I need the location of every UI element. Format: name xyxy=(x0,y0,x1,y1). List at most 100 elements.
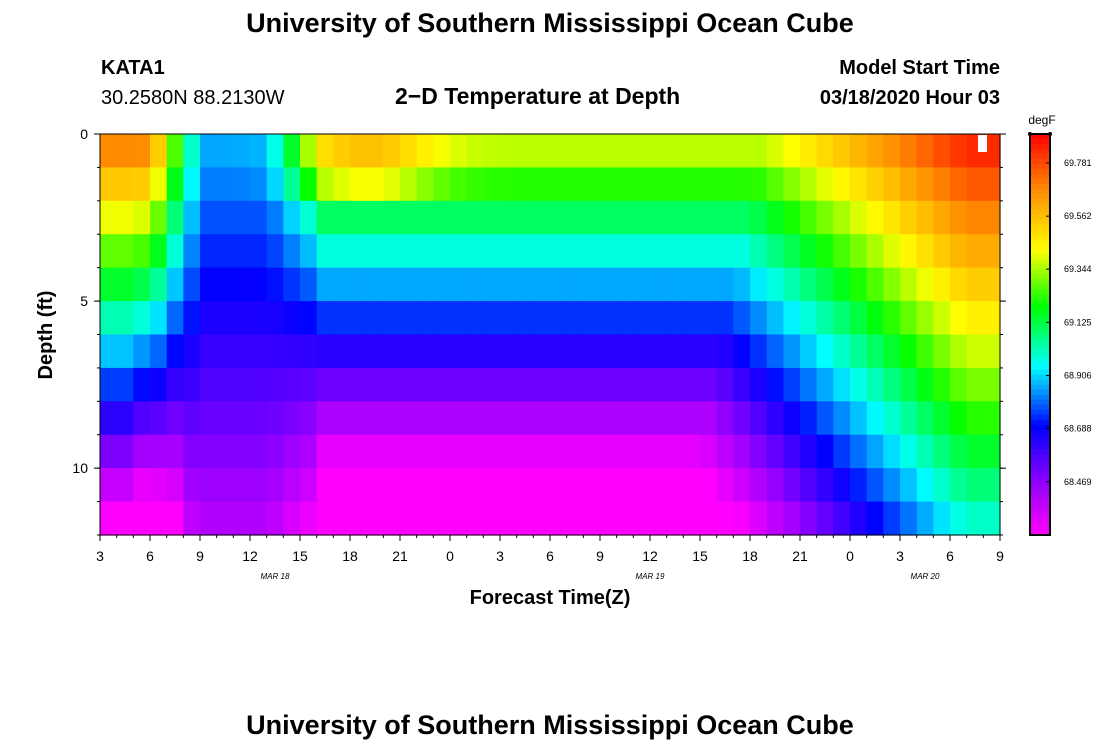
heatmap-cell xyxy=(400,267,418,302)
heatmap-cell xyxy=(616,334,634,369)
heatmap-cell xyxy=(633,468,651,503)
heatmap-cell xyxy=(516,167,534,202)
heatmap-cell xyxy=(633,401,651,436)
heatmap-cell xyxy=(833,267,851,302)
heatmap-cell xyxy=(700,401,718,436)
heatmap-cell xyxy=(566,234,584,269)
heatmap-cell xyxy=(400,234,418,269)
heatmap-cell xyxy=(150,167,168,202)
heatmap-cell xyxy=(483,367,501,402)
heatmap-cell xyxy=(450,334,468,369)
heatmap-cell xyxy=(883,267,901,302)
x-tick-label: 0 xyxy=(846,548,854,564)
heatmap-cell xyxy=(450,200,468,235)
heatmap-cell xyxy=(566,134,584,169)
heatmap-cell xyxy=(233,434,251,469)
heatmap-cell xyxy=(566,434,584,469)
heatmap-cell xyxy=(966,434,984,469)
heatmap-cell xyxy=(900,401,918,436)
colorbar-band xyxy=(1030,424,1050,431)
heatmap-cell xyxy=(433,301,451,336)
heatmap-cell xyxy=(950,434,968,469)
heatmap-cell xyxy=(650,468,668,503)
heatmap-cell xyxy=(466,167,484,202)
heatmap-cell xyxy=(833,367,851,402)
heatmap-cell xyxy=(533,468,551,503)
colorbar-band xyxy=(1030,524,1050,531)
heatmap-cell xyxy=(733,167,751,202)
colorbar-band xyxy=(1030,519,1050,526)
heatmap-cell xyxy=(316,501,334,536)
heatmap-cell xyxy=(450,401,468,436)
heatmap-cell xyxy=(266,501,284,536)
colorbar-band xyxy=(1030,474,1050,481)
colorbar-band xyxy=(1030,354,1050,361)
heatmap-cell xyxy=(983,367,1001,402)
heatmap-cell xyxy=(466,501,484,536)
heatmap-cell xyxy=(400,167,418,202)
heatmap-cell xyxy=(966,200,984,235)
heatmap-cell xyxy=(666,468,684,503)
heatmap-cell xyxy=(966,167,984,202)
heatmap-cell xyxy=(783,334,801,369)
colorbar-band xyxy=(1030,139,1050,145)
colorbar-band xyxy=(1030,314,1050,321)
heatmap-cell xyxy=(733,367,751,402)
heatmap-cell xyxy=(583,234,601,269)
colorbar-band xyxy=(1030,174,1050,180)
heatmap-cell xyxy=(316,301,334,336)
heatmap-cell xyxy=(366,334,384,369)
heatmap-cell xyxy=(900,367,918,402)
heatmap-cell xyxy=(166,434,184,469)
heatmap-cell xyxy=(366,367,384,402)
heatmap-cell xyxy=(766,267,784,302)
heatmap-cell xyxy=(550,434,568,469)
heatmap-cell xyxy=(683,501,701,536)
heatmap-cell xyxy=(100,234,118,269)
colorbar-band xyxy=(1030,209,1050,215)
heatmap-cell xyxy=(700,334,718,369)
heatmap-cell xyxy=(816,134,834,169)
heatmap-cell xyxy=(933,267,951,302)
heatmap-cell xyxy=(183,200,201,235)
heatmap-cell xyxy=(883,134,901,169)
heatmap-cell xyxy=(416,234,434,269)
heatmap-cell xyxy=(333,134,351,169)
heatmap-cell xyxy=(183,267,201,302)
heatmap-cell xyxy=(416,468,434,503)
heatmap-cell xyxy=(183,134,201,169)
heatmap-cell xyxy=(116,334,134,369)
heatmap-cell xyxy=(466,200,484,235)
heatmap-cell xyxy=(300,501,318,536)
heatmap-cell xyxy=(233,301,251,336)
colorbar-band xyxy=(1030,319,1050,326)
heatmap-cell xyxy=(166,367,184,402)
heatmap-cell xyxy=(733,334,751,369)
heatmap-cells xyxy=(100,134,1001,536)
heatmap-cell xyxy=(516,501,534,536)
heatmap-cell xyxy=(283,267,301,302)
heatmap-cell xyxy=(900,234,918,269)
heatmap-cell xyxy=(783,234,801,269)
heatmap-cell xyxy=(216,167,234,202)
heatmap-cell xyxy=(350,367,368,402)
heatmap-cell xyxy=(983,267,1001,302)
heatmap-cell xyxy=(933,501,951,536)
heatmap-cell xyxy=(683,434,701,469)
colorbar-band xyxy=(1030,344,1050,351)
heatmap-cell xyxy=(250,234,268,269)
heatmap-cell xyxy=(183,434,201,469)
footer-title: University of Southern Mississippi Ocean… xyxy=(246,710,854,740)
colorbar-band xyxy=(1030,449,1050,456)
heatmap-cell xyxy=(700,200,718,235)
heatmap-cell xyxy=(133,401,151,436)
heatmap-cell xyxy=(483,468,501,503)
colorbar-tick-label: 69.344 xyxy=(1064,264,1092,274)
heatmap-cell xyxy=(950,468,968,503)
heatmap-cell xyxy=(200,401,218,436)
heatmap-cell xyxy=(333,167,351,202)
colorbar-band xyxy=(1030,514,1050,521)
colorbar-tick-label: 69.562 xyxy=(1064,211,1092,221)
heatmap-cell xyxy=(600,401,618,436)
heatmap-cell xyxy=(966,267,984,302)
